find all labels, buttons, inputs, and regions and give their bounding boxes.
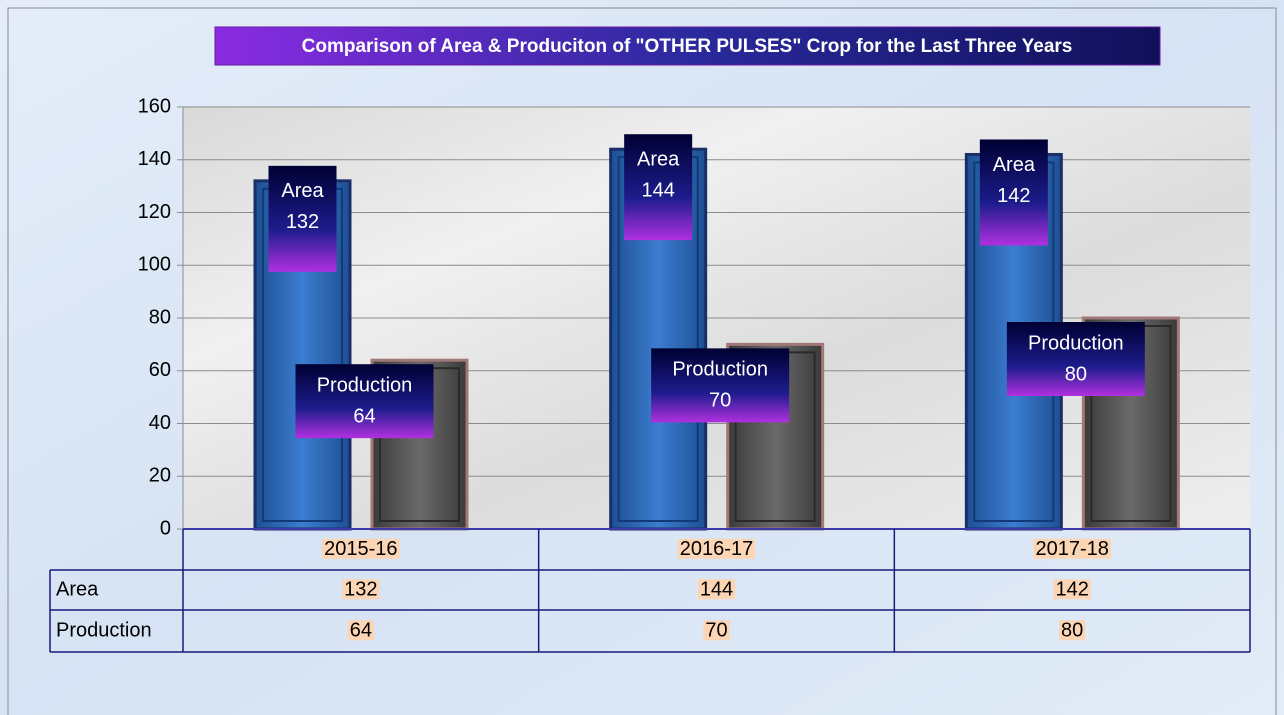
table-value: 64 [350, 619, 372, 641]
table-value: 142 [1055, 578, 1088, 600]
cell-highlight [347, 620, 374, 641]
data-label: 64 [353, 405, 375, 427]
data-label-name: Production [672, 359, 768, 381]
y-tick-label: 60 [149, 359, 171, 381]
cell-highlight [1053, 579, 1091, 600]
y-tick-label: 100 [138, 254, 171, 276]
table-value: 70 [705, 619, 727, 641]
data-label-name: Production [1028, 332, 1124, 354]
table-row-label: Area [56, 578, 99, 600]
data-label: 144 [641, 179, 674, 201]
table-row-label: Production [56, 619, 152, 641]
table-value: 144 [700, 578, 733, 600]
data-label-name: Area [993, 154, 1036, 176]
y-tick-label: 120 [138, 201, 171, 223]
y-tick-label: 160 [138, 95, 171, 117]
data-label-box [979, 139, 1048, 246]
chart-title: Comparison of Area & Produciton of "OTHE… [302, 36, 1073, 57]
data-label-box [624, 134, 693, 241]
y-tick-label: 140 [138, 148, 171, 170]
table-value: 132 [344, 578, 377, 600]
cell-highlight [1033, 538, 1111, 559]
x-tick-label: 2017-18 [1035, 538, 1108, 560]
data-label-box [1006, 322, 1145, 396]
cell-highlight [342, 579, 380, 600]
data-label: 132 [286, 211, 319, 233]
y-tick-label: 20 [149, 465, 171, 487]
data-label-box [651, 348, 790, 423]
cell-highlight [677, 538, 756, 559]
data-label-name: Area [637, 148, 680, 170]
y-tick-label: 80 [149, 306, 171, 328]
data-label-box [268, 165, 337, 272]
x-tick-label: 2016-17 [680, 538, 753, 560]
table-value: 80 [1061, 619, 1083, 641]
data-label: 70 [709, 390, 731, 412]
data-label-box [295, 364, 434, 439]
x-tick-label: 2015-16 [324, 538, 397, 560]
cell-highlight [1059, 620, 1086, 641]
frame [7, 7, 1277, 715]
cell-highlight [322, 538, 400, 559]
title-box [214, 26, 1161, 66]
data-label: 142 [997, 185, 1030, 207]
y-tick-label: 0 [160, 517, 171, 539]
data-label: 80 [1065, 363, 1087, 385]
data-label-name: Production [317, 374, 413, 396]
y-tick-label: 40 [149, 412, 171, 434]
cell-highlight [703, 620, 730, 641]
data-label-name: Area [281, 180, 324, 202]
cell-highlight [697, 579, 736, 600]
